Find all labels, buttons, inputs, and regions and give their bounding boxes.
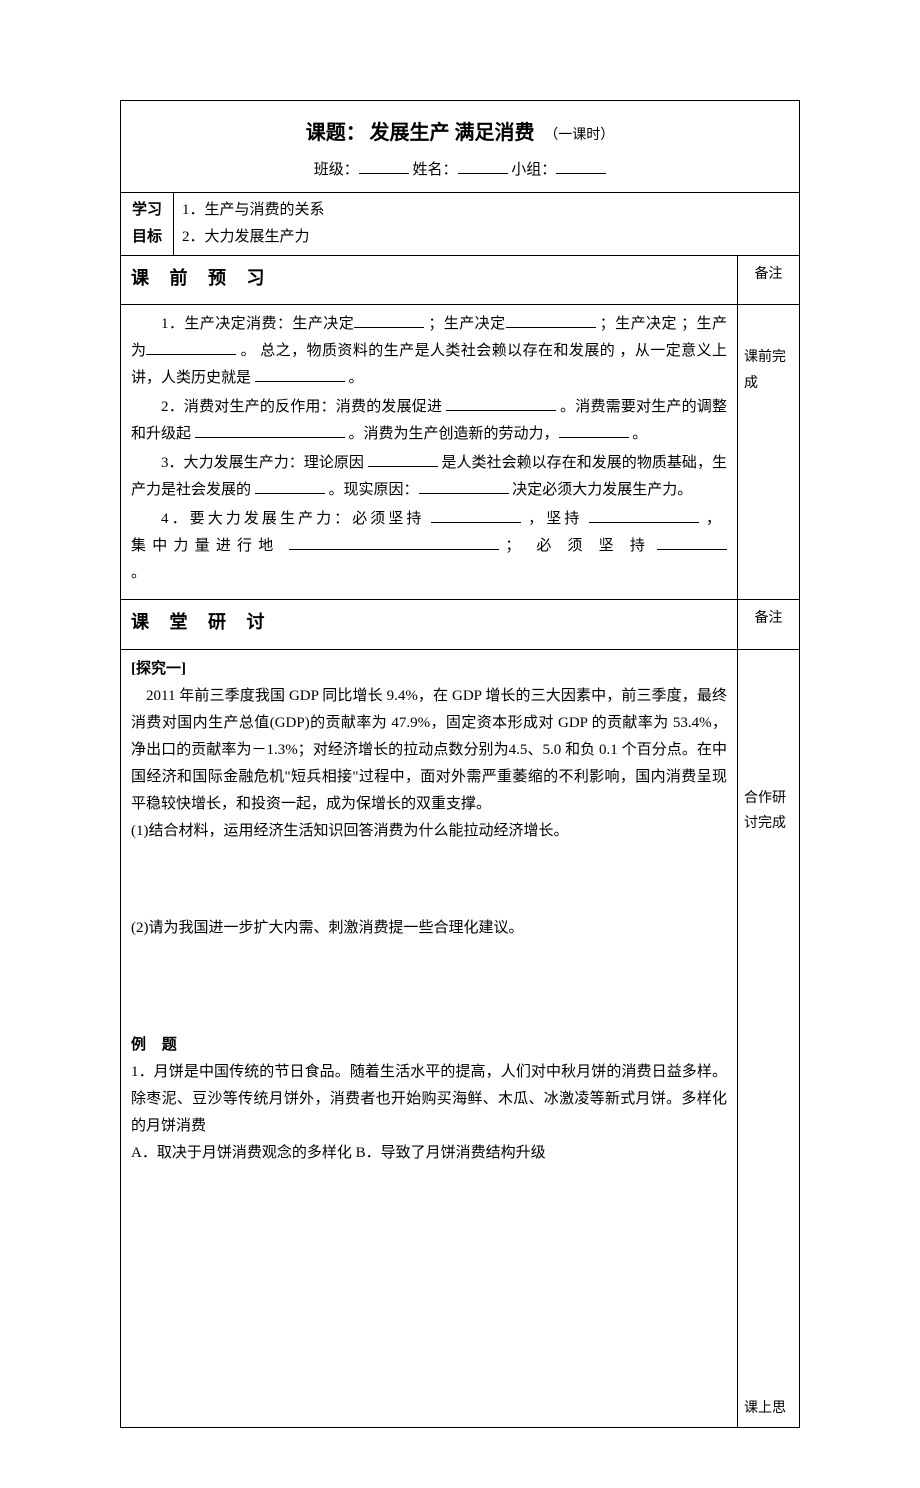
class-label: 班级：: [314, 162, 359, 178]
preview-body-row: 1．生产决定消费：生产决定 ；生产决定 ；生产决定 ；生产为 。 总之，物质资料…: [121, 304, 799, 599]
preview-note-col: 课前完成: [737, 305, 799, 599]
class-blank: [359, 159, 409, 174]
info-row: 班级： 姓名： 小组：: [121, 157, 799, 192]
goal-row: 学习 目标 1．生产与消费的关系 2．大力发展生产力: [121, 192, 799, 255]
goal-label: 学习 目标: [121, 193, 173, 255]
preview-p3: 3．大力发展生产力：理论原因 是人类社会赖以存在和发展的物质基础，生产力是社会发…: [131, 450, 727, 504]
discuss-header-row: 课 堂 研 讨 备注: [121, 599, 799, 648]
preview-header: 课 前 预 习: [121, 256, 737, 304]
discuss-note-bottom: 课上思: [744, 1396, 793, 1421]
goal-label-2: 目标: [132, 224, 162, 251]
preview-p2: 2．消费对生产的反作用：消费的发展促进 。消费需要对生产的调整和升级起 。消费为…: [131, 394, 727, 448]
topic-prefix: 课题：: [306, 122, 366, 144]
discuss-para1: 2011 年前三季度我国 GDP 同比增长 9.4%，在 GDP 增长的三大因素…: [131, 683, 727, 818]
blank: [255, 479, 325, 494]
blank: [657, 535, 727, 550]
discuss-header: 课 堂 研 讨: [121, 600, 737, 648]
blank: [446, 396, 556, 411]
topic-note: （一课时）: [544, 128, 614, 143]
liti-label: 例 题: [131, 1032, 727, 1059]
blank: [589, 508, 699, 523]
worksheet-container: 课题： 发展生产 满足消费 （一课时） 班级： 姓名： 小组： 学习 目标 1．…: [120, 100, 800, 1428]
discuss-q2: (2)请为我国进一步扩大内需、刺激消费提一些合理化建议。: [131, 915, 727, 942]
tanjiu-label: [探究一]: [131, 656, 727, 683]
blank: [289, 535, 499, 550]
preview-body: 1．生产决定消费：生产决定 ；生产决定 ；生产决定 ；生产为 。 总之，物质资料…: [121, 305, 737, 599]
group-blank: [556, 159, 606, 174]
name-label: 姓名：: [412, 162, 457, 178]
example-1: 1．月饼是中国传统的节日食品。随着生活水平的提高，人们对中秋月饼的消费日益多样。…: [131, 1059, 727, 1140]
goal-item-2: 2．大力发展生产力: [182, 224, 791, 251]
answer-space-2: [131, 942, 727, 1012]
blank: [559, 423, 629, 438]
discuss-q1: (1)结合材料，运用经济生活知识回答消费为什么能拉动经济增长。: [131, 818, 727, 845]
blank: [195, 423, 345, 438]
blank: [255, 367, 345, 382]
discuss-note-text: 合作研讨完成: [744, 786, 793, 836]
discuss-body-row: [探究一] 2011 年前三季度我国 GDP 同比增长 9.4%，在 GDP 增…: [121, 649, 799, 1428]
blank: [431, 508, 521, 523]
discuss-note-header: 备注: [737, 600, 799, 648]
topic-main: 发展生产 满足消费: [370, 122, 535, 144]
example-1-options: A．取决于月饼消费观念的多样化 B．导致了月饼消费结构升级: [131, 1140, 727, 1167]
group-label: 小组：: [511, 162, 556, 178]
preview-note-header: 备注: [737, 256, 799, 304]
discuss-body: [探究一] 2011 年前三季度我国 GDP 同比增长 9.4%，在 GDP 增…: [121, 650, 737, 1428]
discuss-note-col: 合作研讨完成 课上思: [737, 650, 799, 1428]
preview-header-row: 课 前 预 习 备注: [121, 255, 799, 304]
preview-p4: 4．要大力发展生产力：必须坚持 ，坚持 ， 集中力量进行地 ； 必 须 坚 持 …: [131, 506, 727, 587]
blank: [506, 313, 596, 328]
goal-content: 1．生产与消费的关系 2．大力发展生产力: [173, 193, 799, 255]
goal-label-1: 学习: [132, 197, 162, 224]
blank: [419, 479, 509, 494]
blank: [368, 452, 438, 467]
preview-p1: 1．生产决定消费：生产决定 ；生产决定 ；生产决定 ；生产为 。 总之，物质资料…: [131, 311, 727, 392]
answer-space-1: [131, 845, 727, 915]
blank: [354, 313, 424, 328]
title-row: 课题： 发展生产 满足消费 （一课时）: [121, 101, 799, 157]
preview-note-text: 课前完成: [744, 345, 793, 395]
name-blank: [458, 159, 508, 174]
blank: [146, 340, 236, 355]
goal-item-1: 1．生产与消费的关系: [182, 197, 791, 224]
